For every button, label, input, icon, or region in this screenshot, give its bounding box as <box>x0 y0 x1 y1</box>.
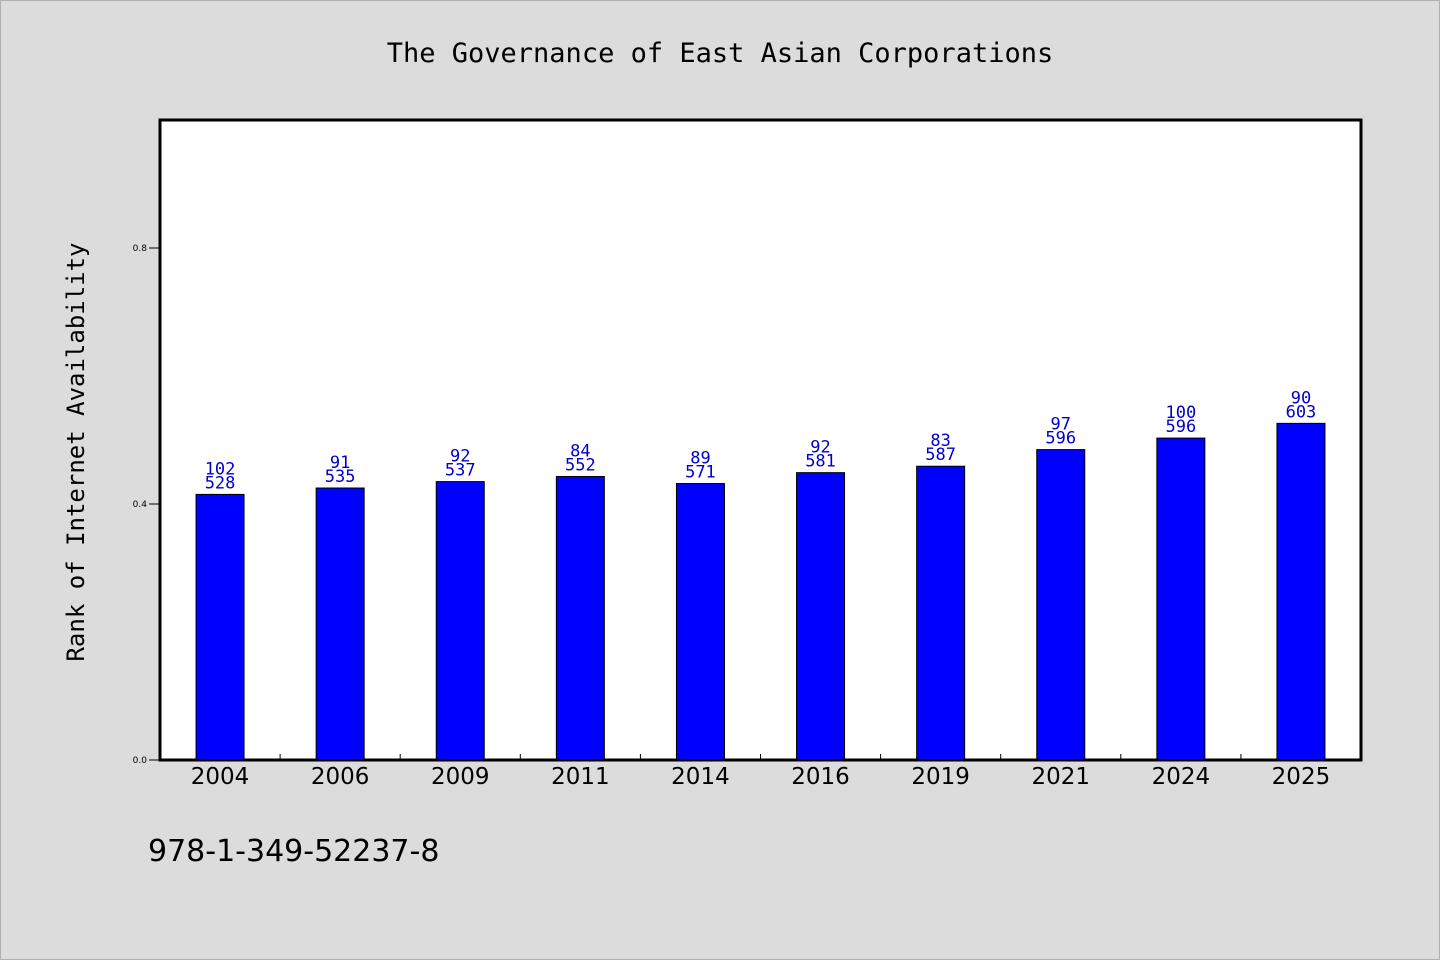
y-tick-label-2: 0.8 <box>133 244 148 254</box>
x-tick-label-2025: 2025 <box>1272 764 1331 790</box>
x-tick-label-2019: 2019 <box>911 764 970 790</box>
bar-2016 <box>796 472 846 761</box>
bar-2014 <box>675 483 725 761</box>
bar-label-bottom-2004: 528 <box>205 473 236 493</box>
x-tick-label-2006: 2006 <box>311 764 370 790</box>
bar-label-bottom-2014: 571 <box>685 463 716 483</box>
x-tick-label-2024: 2024 <box>1152 764 1211 790</box>
bar-label-bottom-2006: 535 <box>325 467 356 487</box>
bar-2004 <box>195 493 245 761</box>
bar-label-top-2014: 89 <box>690 449 710 469</box>
bar-2019 <box>916 465 966 761</box>
bar-label-bottom-2016: 581 <box>805 452 836 472</box>
bar-label-bottom-2021: 596 <box>1045 429 1076 449</box>
x-tick-label-2009: 2009 <box>431 764 490 790</box>
bar-2021 <box>1036 449 1086 761</box>
bar-label-top-2016: 92 <box>810 438 830 458</box>
bar-label-bottom-2019: 587 <box>925 445 956 465</box>
y-axis-label: Rank of Internet Availability <box>62 242 90 661</box>
bar-label-top-2011: 84 <box>570 441 590 461</box>
isbn-text: 978-1-349-52237-8 <box>148 834 440 869</box>
x-tick-label-2014: 2014 <box>671 764 730 790</box>
bar-2009 <box>435 481 485 761</box>
chart-title: The Governance of East Asian Corporation… <box>387 38 1053 69</box>
bar-label-top-2019: 83 <box>930 431 950 451</box>
x-tick-label-2004: 2004 <box>191 764 250 790</box>
bar-label-top-2009: 92 <box>450 447 470 467</box>
bars-layer <box>195 422 1326 761</box>
bar-2011 <box>555 475 605 761</box>
x-tick-label-2021: 2021 <box>1031 764 1090 790</box>
bar-2006 <box>315 487 365 761</box>
bar-label-bottom-2011: 552 <box>565 455 596 475</box>
bar-label-top-2024: 100 <box>1165 403 1196 423</box>
axes-layer: 2004 2006 2009 2011 2014 2016 2019 2021 2024 2025… <box>133 244 1331 790</box>
bar-label-bottom-2025: 603 <box>1286 402 1317 422</box>
y-tick-label-0: 0.0 <box>133 756 148 766</box>
bar-label-bottom-2024: 596 <box>1165 417 1196 437</box>
bar-2024 <box>1156 437 1206 761</box>
bar-label-top-2021: 97 <box>1051 415 1071 435</box>
bar-label-top-2004: 102 <box>205 459 236 479</box>
y-tick-label-1: 0.4 <box>133 500 148 510</box>
bar-label-top-2025: 90 <box>1291 388 1311 408</box>
x-tick-label-2016: 2016 <box>791 764 850 790</box>
x-tick-label-2011: 2011 <box>551 764 610 790</box>
bar-label-top-2006: 91 <box>330 453 350 473</box>
bar-label-bottom-2009: 537 <box>445 461 476 481</box>
bar-2025 <box>1276 422 1326 761</box>
